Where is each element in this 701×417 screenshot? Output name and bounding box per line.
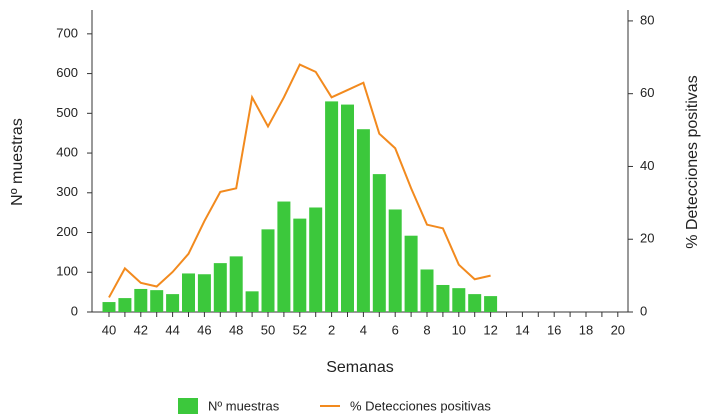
y-tick-label: 600 <box>56 65 78 80</box>
bar <box>436 284 450 312</box>
y-tick-label: 700 <box>56 25 78 40</box>
x-tick-label: 18 <box>579 322 593 337</box>
x-tick-label: 12 <box>483 322 497 337</box>
y2-axis-title: % Detecciones positivas <box>684 75 701 248</box>
bar <box>356 129 370 312</box>
x-tick-label: 52 <box>293 322 307 337</box>
legend-label: Nº muestras <box>208 398 280 413</box>
bar <box>229 256 243 312</box>
x-tick-label: 10 <box>452 322 466 337</box>
bar <box>245 291 259 312</box>
y-axis-title: Nº muestras <box>9 118 26 206</box>
bar <box>325 101 339 312</box>
y-tick-label: 500 <box>56 105 78 120</box>
bar <box>341 104 354 312</box>
y2-tick-label: 40 <box>640 158 654 173</box>
x-tick-label: 16 <box>547 322 561 337</box>
x-tick-label: 2 <box>328 322 335 337</box>
x-tick-label: 44 <box>165 322 179 337</box>
bar <box>166 294 180 312</box>
bar <box>484 296 498 312</box>
bar <box>102 302 116 312</box>
x-tick-label: 48 <box>229 322 243 337</box>
x-tick-label: 20 <box>611 322 625 337</box>
bar <box>372 174 386 312</box>
y-tick-label: 300 <box>56 184 78 199</box>
x-tick-label: 40 <box>102 322 116 337</box>
y2-tick-label: 60 <box>640 85 654 100</box>
x-tick-label: 4 <box>360 322 367 337</box>
x-axis-title: Semanas <box>326 359 394 376</box>
bar <box>452 288 466 312</box>
x-tick-label: 50 <box>261 322 275 337</box>
y2-tick-label: 0 <box>640 303 647 318</box>
y-tick-label: 100 <box>56 264 78 279</box>
bar <box>404 235 418 312</box>
bar <box>213 263 227 312</box>
legend-swatch <box>178 398 198 414</box>
bar <box>150 290 164 312</box>
y-tick-label: 0 <box>71 303 78 318</box>
bar <box>261 229 275 312</box>
x-tick-label: 42 <box>134 322 148 337</box>
x-tick-label: 46 <box>197 322 211 337</box>
y-tick-label: 200 <box>56 224 78 239</box>
bar <box>293 218 307 312</box>
y-tick-label: 400 <box>56 144 78 159</box>
bar <box>468 294 482 312</box>
y2-tick-label: 80 <box>640 12 654 27</box>
bar <box>388 209 402 312</box>
bar <box>134 288 148 312</box>
x-tick-label: 14 <box>515 322 529 337</box>
bar <box>277 201 291 312</box>
line <box>108 63 491 298</box>
bar <box>309 207 323 312</box>
bar <box>182 273 195 312</box>
x-tick-label: 8 <box>423 322 430 337</box>
legend-label: % Detecciones positivas <box>350 398 491 413</box>
bar <box>420 269 434 312</box>
y2-tick-label: 20 <box>640 231 654 246</box>
x-tick-label: 6 <box>392 322 399 337</box>
bar <box>118 298 132 312</box>
bar <box>197 274 211 312</box>
